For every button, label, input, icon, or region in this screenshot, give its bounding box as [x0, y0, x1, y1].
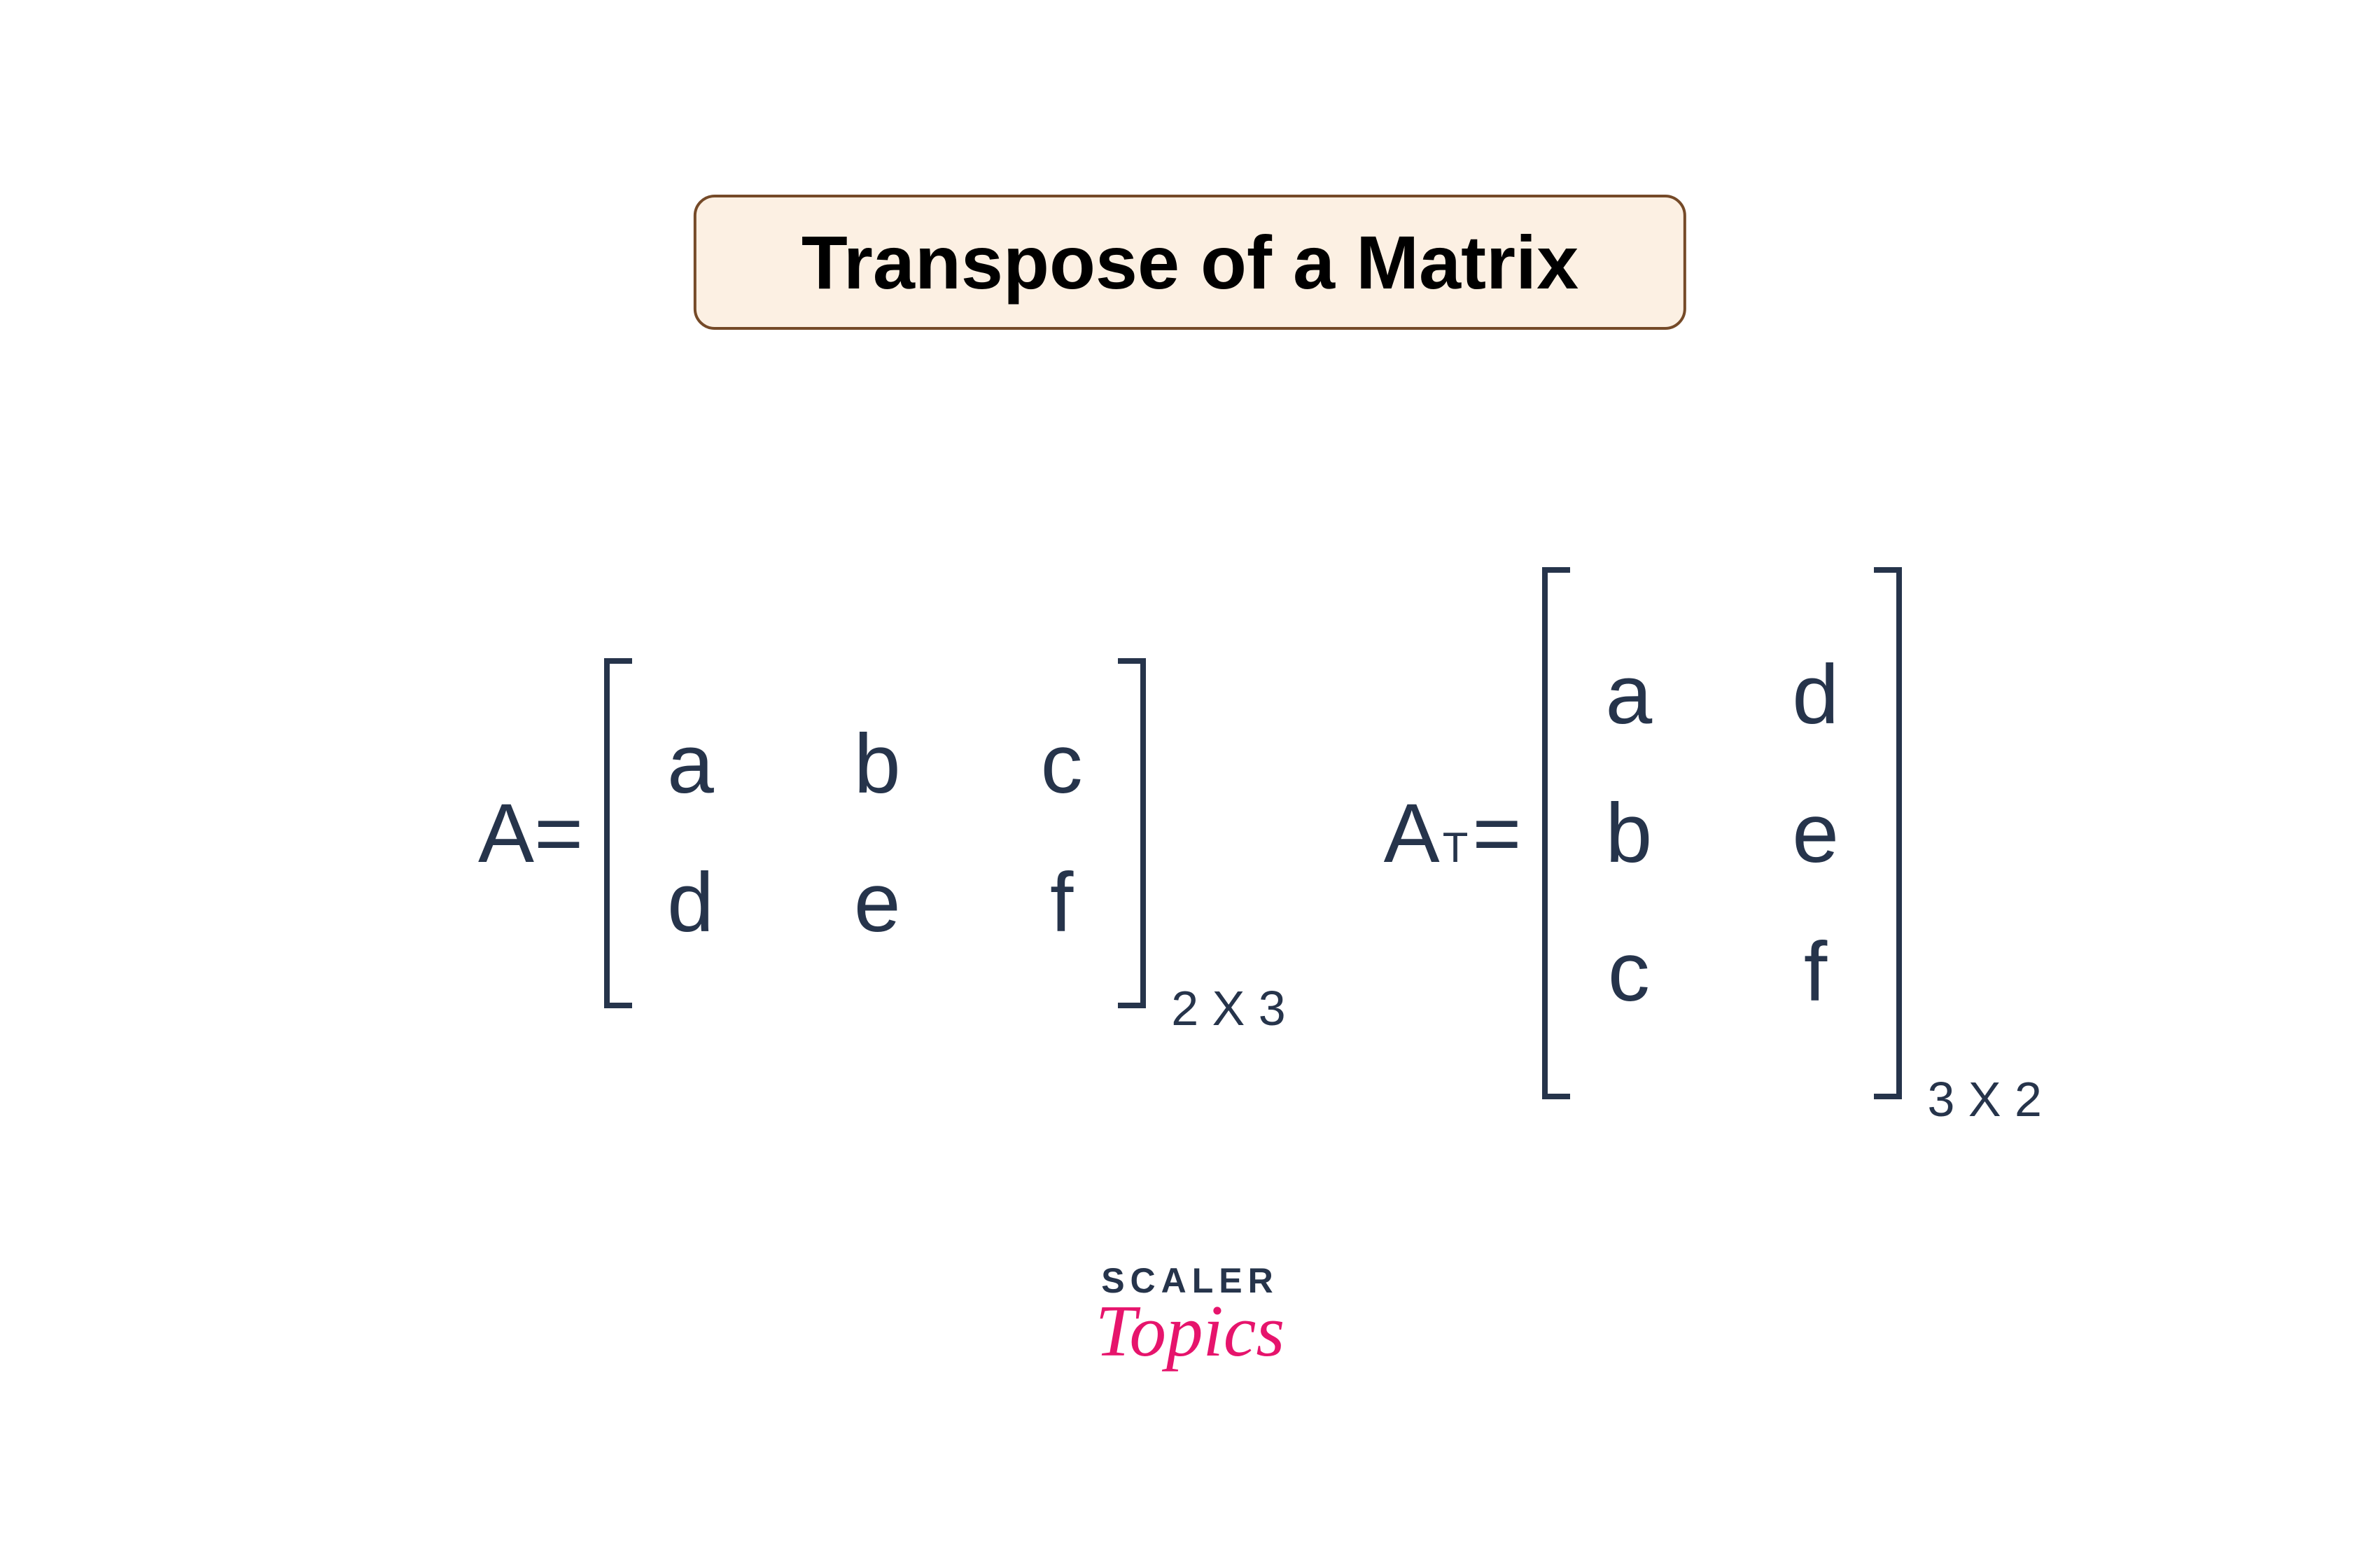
matrix_at-cell-0-0: a [1605, 646, 1652, 743]
matrix-a-label: A = [478, 785, 583, 882]
title-box: Transpose of a Matrix [694, 195, 1686, 330]
matrix-a-grid: a b c d e f [632, 702, 1118, 965]
matrix-a-label-equals: = [534, 785, 583, 882]
matrix_at-cell-0-1: d [1792, 646, 1839, 743]
matrix-a-right-bracket [1118, 658, 1146, 1008]
matrix_a-cell-0-2: c [1041, 716, 1083, 812]
matrix-at-right-bracket [1874, 567, 1902, 1099]
matrix_at-cell-2-1: f [1792, 924, 1839, 1020]
matrix_at-cell-2-0: c [1605, 924, 1652, 1020]
matrix_a-cell-0-1: b [854, 716, 901, 812]
matrix-at-grid: a d b e c f [1570, 632, 1874, 1034]
matrix-at-label-main: A [1384, 785, 1440, 882]
matrix_a-cell-1-1: e [854, 854, 901, 951]
matrices-row: A = abcdef 2 X 3 A T = adbecf 3 X 2 [0, 567, 2380, 1099]
matrix-a-block: A = abcdef 2 X 3 [478, 658, 1146, 1008]
matrix_a-cell-0-0: a [667, 716, 714, 812]
logo-line2: Topics [1096, 1288, 1284, 1373]
matrix-a-label-main: A [478, 785, 534, 882]
scaler-topics-logo: SCALER Topics [1096, 1260, 1284, 1373]
matrix-a-dimension: 2 X 3 [1171, 980, 1285, 1036]
matrix_at-cell-1-1: e [1792, 785, 1839, 882]
matrix-at-dimension: 3 X 2 [1928, 1071, 2042, 1127]
matrix_at-cell-1-0: b [1605, 785, 1652, 882]
matrix-at-label-equals: = [1472, 785, 1521, 882]
matrix-at-superscript: T [1443, 823, 1469, 872]
matrix-at-left-bracket [1542, 567, 1570, 1099]
matrix-at-block: A T = adbecf 3 X 2 [1384, 567, 1902, 1099]
matrix-a-left-bracket [604, 658, 632, 1008]
matrix_a-cell-1-0: d [667, 854, 714, 951]
matrix-at-label: A T = [1384, 785, 1522, 882]
matrix_a-cell-1-2: f [1041, 854, 1083, 951]
